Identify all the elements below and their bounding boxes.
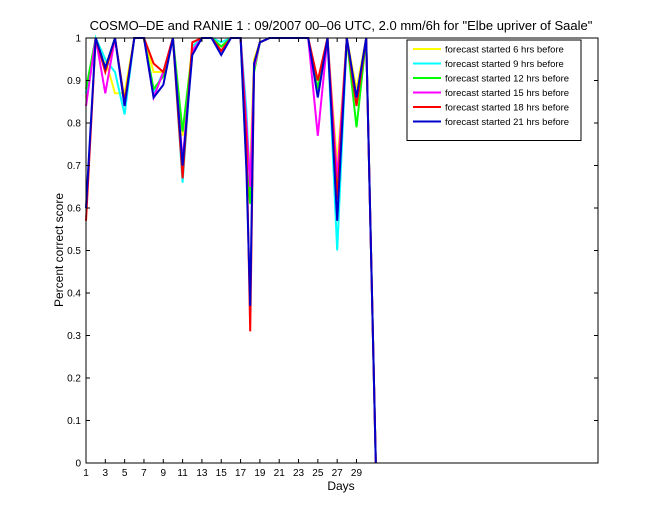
x-tick-label: 19 — [254, 468, 266, 479]
y-tick-label: 0.1 — [67, 416, 81, 427]
x-tick-label: 3 — [103, 468, 109, 479]
x-tick-label: 17 — [235, 468, 247, 479]
legend: forecast started 6 hrs before forecast st… — [406, 39, 582, 141]
y-tick-label: 0.6 — [67, 204, 81, 215]
x-tick-label: 21 — [274, 468, 286, 479]
x-tick-label: 1 — [83, 468, 89, 479]
x-axis-label: Days — [327, 479, 354, 493]
x-tick-label: 5 — [122, 468, 128, 479]
legend-label-1: forecast started 6 hrs before — [445, 45, 564, 56]
legend-label-6: forecast started 21 hrs before — [445, 117, 569, 128]
x-tick-label: 27 — [332, 468, 344, 479]
x-tick-label: 9 — [161, 468, 167, 479]
y-tick-label: 0.2 — [67, 374, 81, 385]
legend-label-4: forecast started 15 hrs before — [445, 88, 569, 99]
x-tick-label: 23 — [293, 468, 305, 479]
legend-label-3: forecast started 12 hrs before — [445, 74, 569, 85]
y-tick-label: 0.9 — [67, 76, 81, 87]
legend-label-2: forecast started 9 hrs before — [445, 59, 564, 70]
y-axis-label: Percent correct score — [52, 193, 66, 307]
x-tick-label: 11 — [177, 468, 188, 479]
x-tick-label: 7 — [141, 468, 147, 479]
y-tick-label: 0.3 — [67, 331, 81, 342]
chart-title: COSMO–DE and RANIE 1 : 09/2007 00–06 UTC… — [90, 18, 593, 33]
y-tick-label: 0.8 — [67, 119, 81, 130]
y-tick-label: 0 — [75, 459, 81, 470]
x-tick-label: 13 — [196, 468, 208, 479]
legend-label-5: forecast started 18 hrs before — [445, 103, 569, 114]
y-tick-label: 0.7 — [67, 161, 81, 172]
y-tick-label: 0.5 — [67, 246, 81, 257]
axes: 1 3 5 7 9 11 13 15 17 19 21 23 25 27 2900.10.20.30.40.… — [67, 34, 599, 479]
x-tick-label: 15 — [216, 468, 228, 479]
x-tick-label: 25 — [312, 468, 324, 479]
y-tick-label: 0.4 — [67, 289, 81, 300]
y-tick-label: 1 — [75, 34, 81, 45]
legend-box — [406, 39, 582, 141]
x-tick-label: 29 — [351, 468, 363, 479]
